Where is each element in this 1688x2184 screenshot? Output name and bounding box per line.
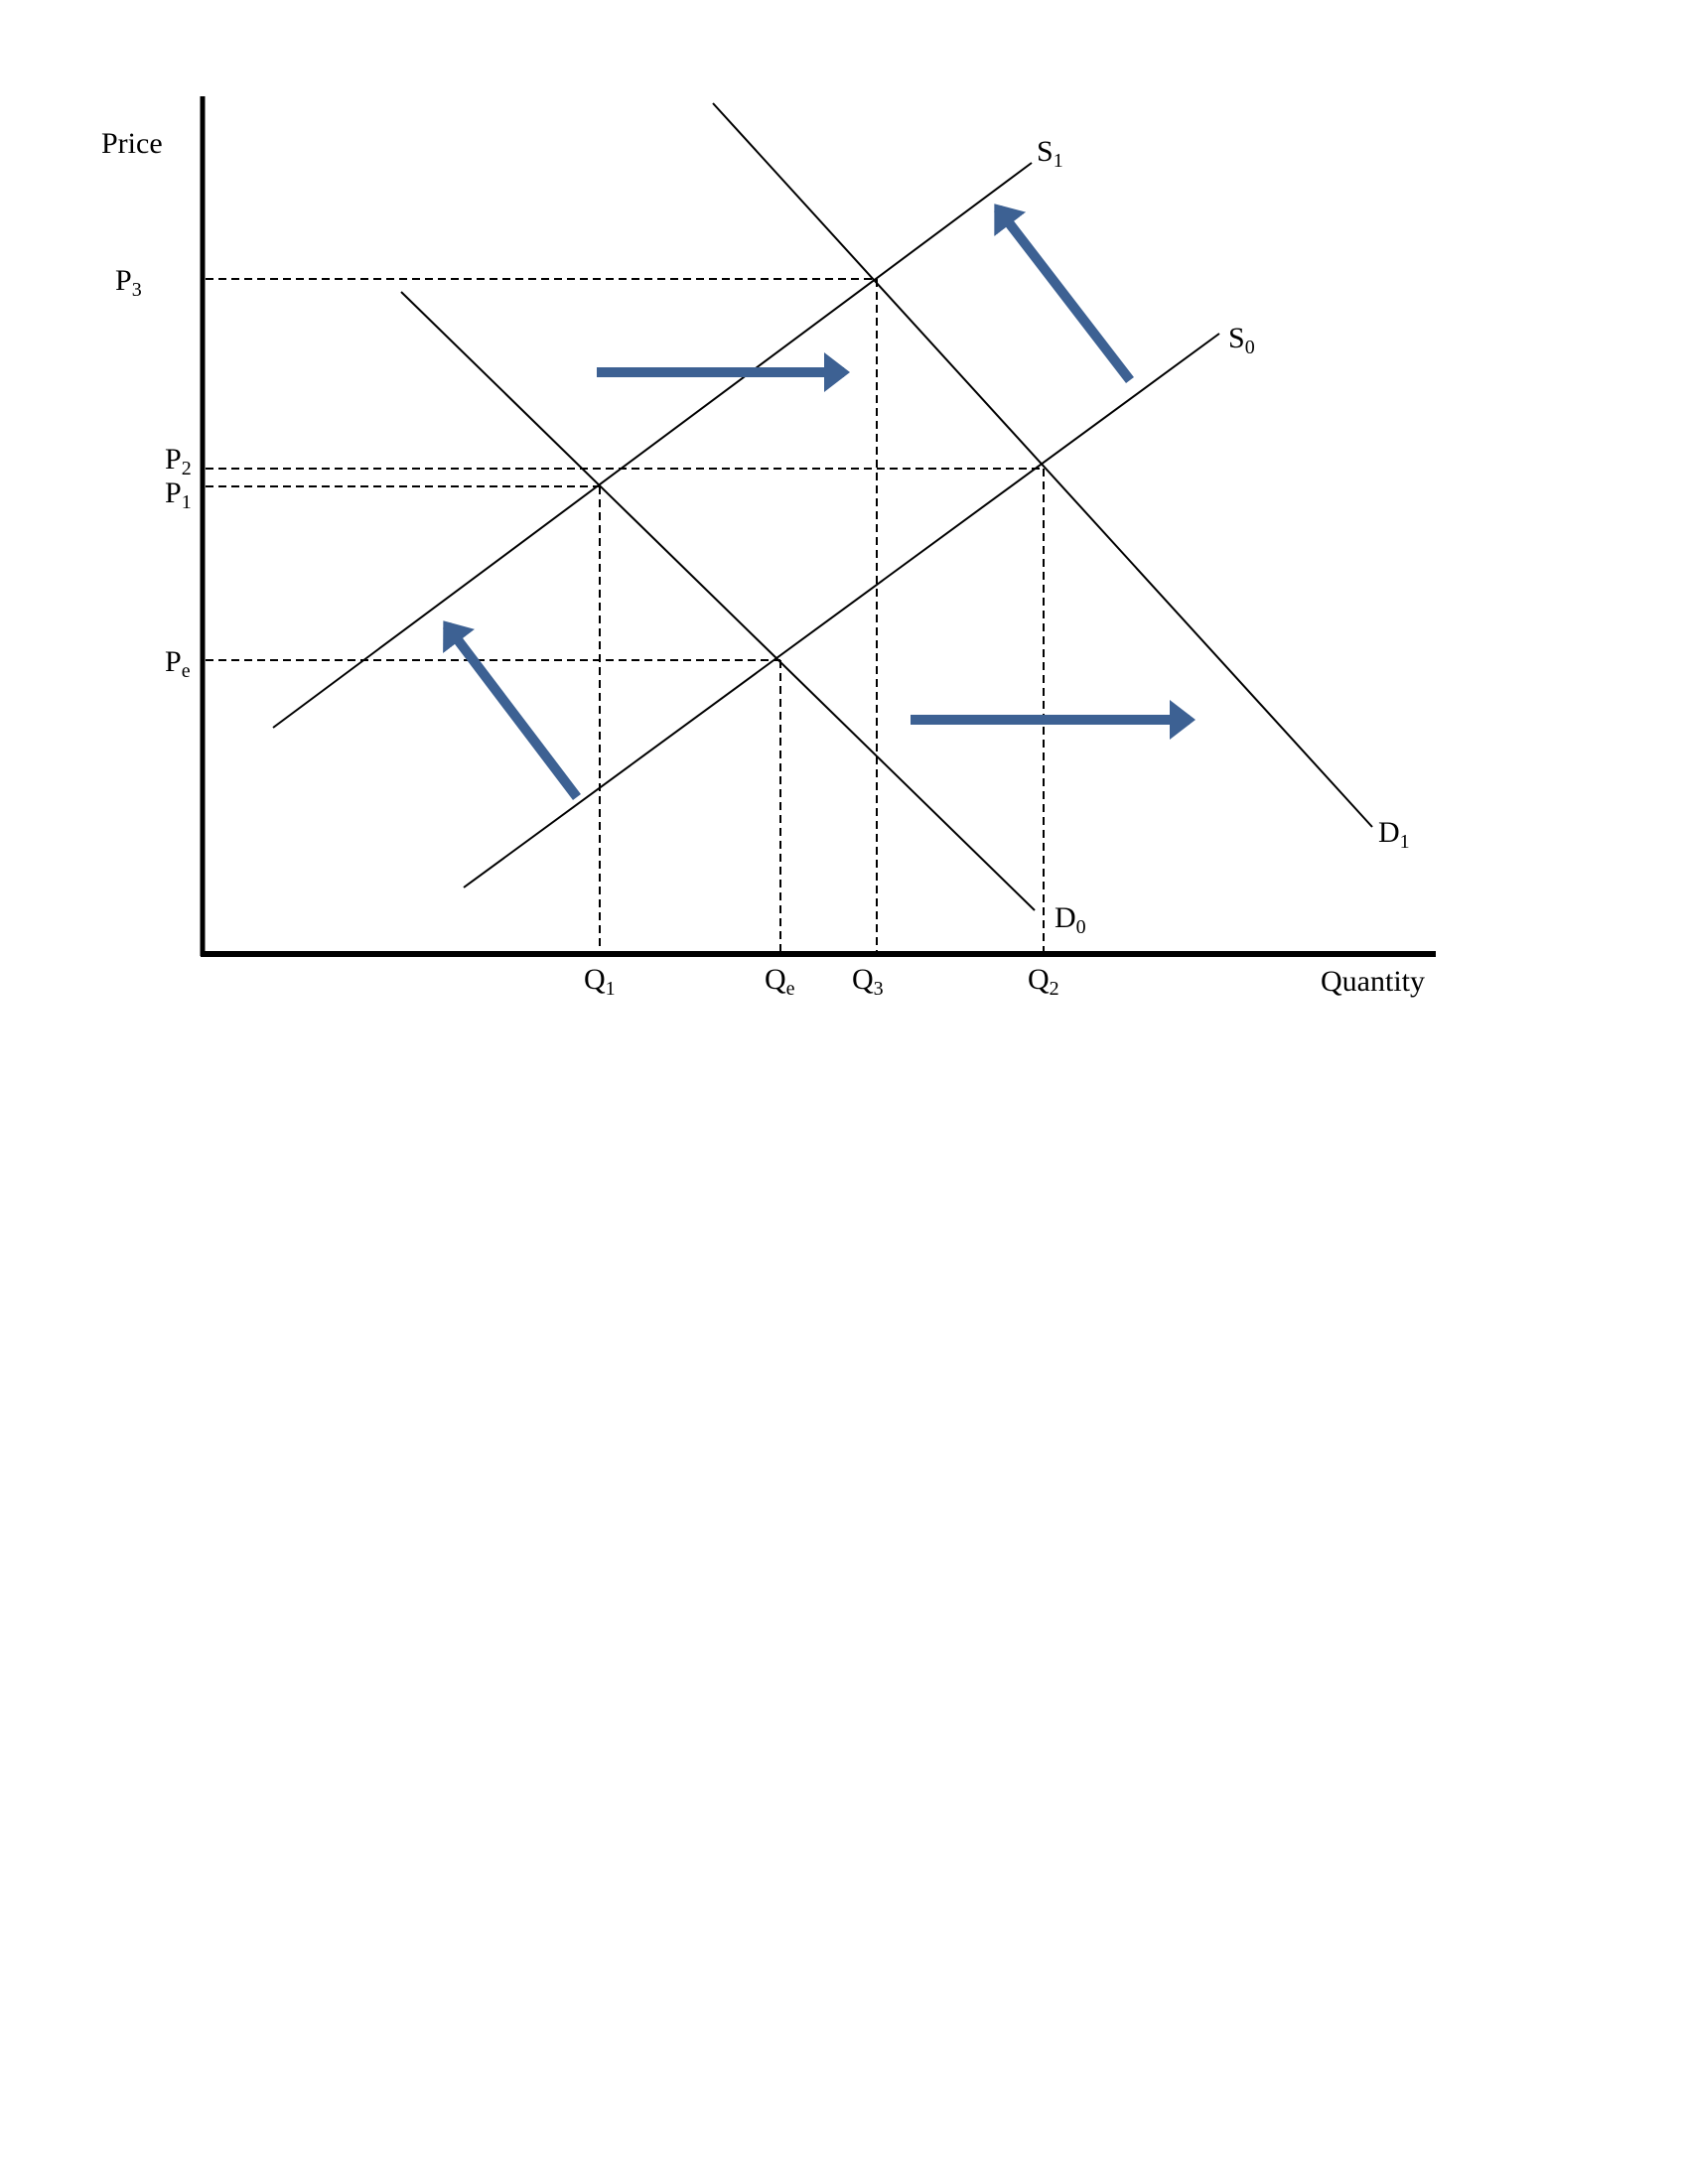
quantity-label-qe: Qe <box>765 963 795 1000</box>
curve-label-d1: D1 <box>1378 816 1410 853</box>
curve-label-d0: D0 <box>1055 901 1086 938</box>
supply-curve-s0 <box>463 333 1220 888</box>
demand-curve-d0 <box>400 291 1036 911</box>
supply-curve-s1 <box>272 162 1033 729</box>
demand-curve-d1 <box>712 102 1373 828</box>
quantity-label-q2: Q2 <box>1028 963 1059 1000</box>
quantity-label-q3: Q3 <box>852 963 884 1000</box>
quantity-label-q1: Q1 <box>584 963 616 1000</box>
price-label-p1: P1 <box>165 477 192 513</box>
price-label-p2: P2 <box>165 443 192 479</box>
curve-label-s0: S0 <box>1228 322 1255 358</box>
price-label-p3: P3 <box>115 264 142 301</box>
y-axis-label: Price <box>101 127 163 160</box>
supply-shift-arrow-right <box>994 204 1134 384</box>
price-label-pe: Pe <box>165 645 191 682</box>
supply-shift-arrow-left <box>443 620 581 801</box>
x-axis-label: Quantity <box>1321 965 1425 998</box>
curve-label-s1: S1 <box>1037 135 1063 172</box>
guide-lines <box>206 278 1045 951</box>
